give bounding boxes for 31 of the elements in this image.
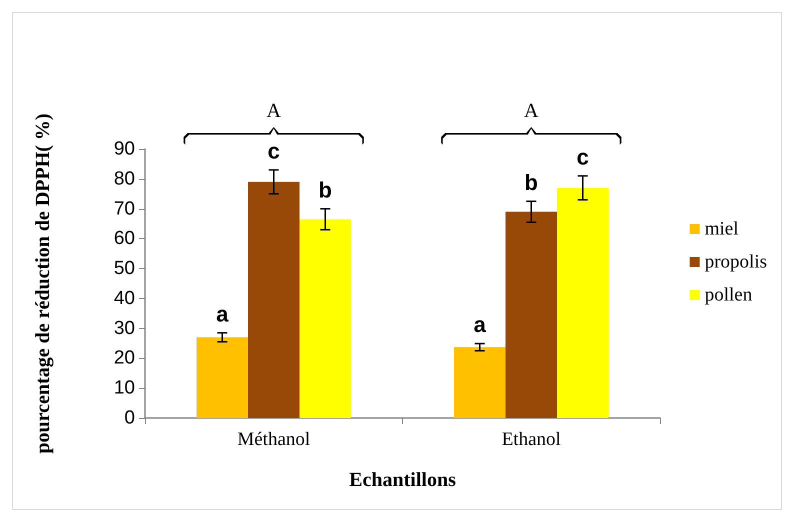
x-tick-label: Ethanol [502, 429, 561, 450]
bar [506, 212, 557, 418]
y-tick-label: 20 [114, 348, 135, 369]
y-tick-label: 60 [114, 228, 135, 250]
y-axis-title: pourcentage de réduction de DPPH( %) [32, 113, 54, 454]
x-axis-title: Echantillons [349, 469, 456, 491]
y-tick-label: 80 [114, 168, 135, 190]
legend-label: pollen [704, 284, 753, 306]
text: A [266, 100, 282, 122]
x-tick-label: Méthanol [237, 429, 310, 450]
legend-label: propolis [704, 252, 767, 272]
y-tick-label: 40 [114, 288, 135, 309]
y-tick-label: 50 [114, 258, 135, 280]
data-label: b [318, 177, 332, 202]
bar [196, 337, 248, 418]
data-label: c [268, 138, 280, 164]
y-tick-label: 0 [124, 408, 135, 428]
y-tick-label: 30 [114, 318, 135, 339]
text: A [524, 100, 540, 122]
bar [557, 188, 608, 418]
y-tick-label: 90 [114, 138, 135, 160]
data-label: a [216, 301, 230, 326]
data-label: b [524, 170, 538, 195]
bar [300, 219, 351, 418]
bar [454, 347, 506, 418]
legend-label: miel [704, 218, 738, 240]
data-label: a [474, 312, 487, 338]
y-tick-label: 70 [114, 198, 135, 220]
data-label: c [576, 144, 589, 170]
bar [248, 182, 300, 418]
y-tick-label: 10 [114, 378, 135, 399]
